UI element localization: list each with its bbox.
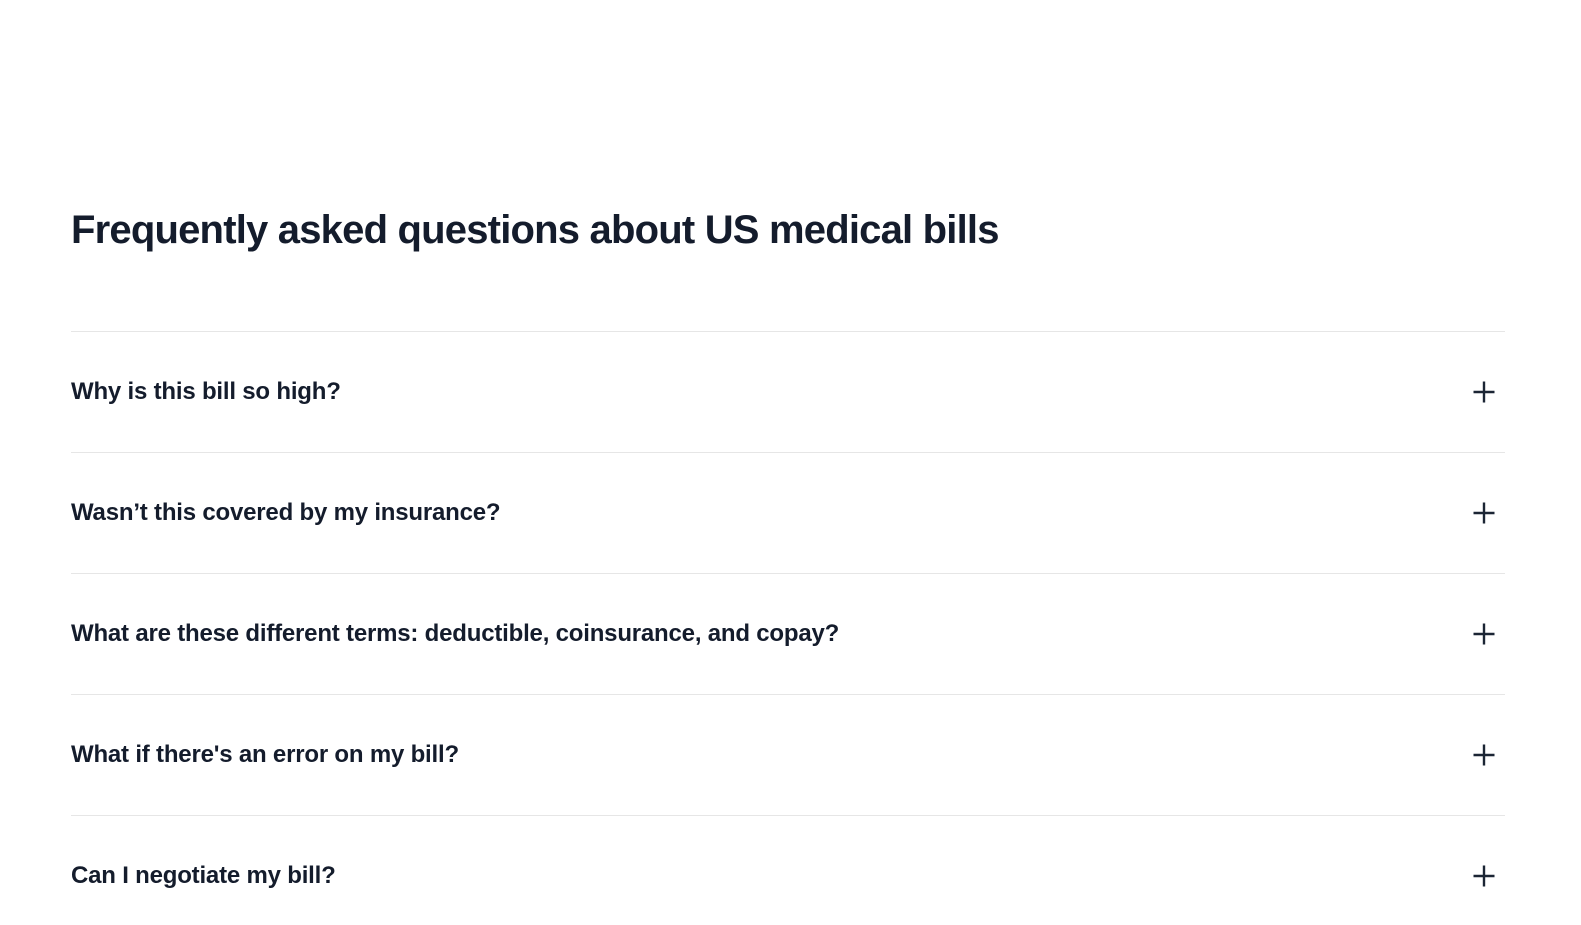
page-title: Frequently asked questions about US medi…: [71, 208, 1000, 252]
faq-item-negotiate-bill[interactable]: Can I negotiate my bill?: [71, 815, 1505, 925]
faq-question-label: Why is this bill so high?: [71, 378, 341, 406]
plus-icon[interactable]: [1472, 622, 1496, 646]
faq-item-insurance-coverage[interactable]: Wasn’t this covered by my insurance?: [71, 452, 1505, 573]
faq-question-label: Wasn’t this covered by my insurance?: [71, 499, 501, 527]
faq-item-terms-definitions[interactable]: What are these different terms: deductib…: [71, 573, 1505, 694]
faq-question-label: What are these different terms: deductib…: [71, 620, 840, 648]
faq-accordion-list: Why is this bill so high? Wasn’t this co…: [71, 331, 1505, 925]
faq-item-why-bill-high[interactable]: Why is this bill so high?: [71, 331, 1505, 452]
plus-icon[interactable]: [1472, 501, 1496, 525]
plus-icon[interactable]: [1472, 380, 1496, 404]
plus-icon[interactable]: [1472, 864, 1496, 888]
faq-question-label: What if there's an error on my bill?: [71, 741, 459, 769]
plus-icon[interactable]: [1472, 743, 1496, 767]
faq-question-label: Can I negotiate my bill?: [71, 862, 336, 890]
faq-item-bill-error[interactable]: What if there's an error on my bill?: [71, 694, 1505, 815]
